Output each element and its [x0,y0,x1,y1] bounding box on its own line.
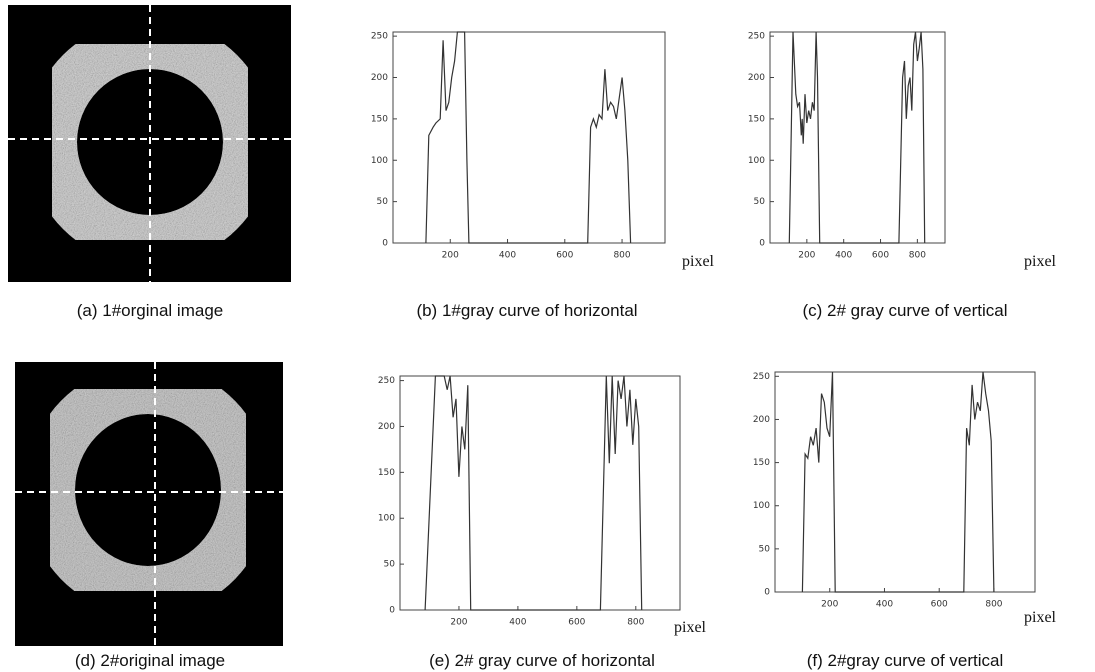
x-axis-label: pixel [682,253,715,270]
y-tick-label: 100 [748,156,765,166]
image-panel: (a) 1#orginal image [8,5,291,320]
y-tick-label: 150 [371,114,388,124]
data-line [424,375,643,611]
y-tick-label: 50 [754,197,766,207]
y-tick-label: 200 [748,73,765,83]
y-tick-label: 250 [753,372,770,382]
x-axis-label: pixel [674,619,707,636]
data-line [425,31,632,244]
y-tick-label: 150 [748,114,765,124]
x-tick-label: 600 [872,251,889,261]
y-tick-label: 200 [378,422,395,432]
y-tick-label: 0 [382,239,388,249]
plot-frame [774,371,1036,593]
y-tick-label: 200 [371,73,388,83]
y-tick-label: 250 [378,376,395,386]
plot-frame [399,375,681,611]
image-panel: (d) 2#original image [15,362,283,670]
y-tick-label: 100 [378,514,395,524]
caption: (d) 2#original image [75,651,225,670]
caption: (b) 1#gray curve of horizontal [416,301,637,320]
x-tick-label: 200 [450,618,467,628]
x-tick-label: 200 [442,251,459,261]
x-tick-label: 400 [499,251,516,261]
data-line [788,31,926,244]
x-tick-label: 800 [613,251,630,261]
x-tick-label: 200 [821,600,838,610]
y-tick-label: 0 [389,606,395,616]
x-axis-label: pixel [1024,609,1057,626]
x-tick-label: 600 [568,618,585,628]
y-tick-label: 200 [753,415,770,425]
x-tick-label: 800 [985,600,1002,610]
x-axis-label: pixel [1024,253,1057,270]
x-tick-label: 800 [627,618,644,628]
caption: (a) 1#orginal image [77,301,223,320]
x-tick-label: 200 [798,251,815,261]
caption: (f) 2#gray curve of vertical [807,651,1004,670]
y-tick-label: 50 [377,197,389,207]
plot-frame [769,31,946,244]
x-tick-label: 400 [835,251,852,261]
y-tick-label: 0 [764,588,770,598]
y-tick-label: 250 [748,32,765,42]
y-tick-label: 50 [384,560,396,570]
y-tick-label: 100 [371,156,388,166]
y-tick-label: 50 [759,544,771,554]
plot-frame [392,31,666,244]
data-line [801,371,995,593]
y-tick-label: 100 [753,501,770,511]
caption: (e) 2# gray curve of horizontal [429,651,655,670]
x-tick-label: 600 [556,251,573,261]
y-tick-label: 150 [378,468,395,478]
y-tick-label: 150 [753,458,770,468]
x-tick-label: 400 [876,600,893,610]
x-tick-label: 800 [909,251,926,261]
x-tick-label: 600 [931,600,948,610]
y-tick-label: 250 [371,32,388,42]
x-tick-label: 400 [509,618,526,628]
caption: (c) 2# gray curve of vertical [802,301,1007,320]
y-tick-label: 0 [759,239,765,249]
